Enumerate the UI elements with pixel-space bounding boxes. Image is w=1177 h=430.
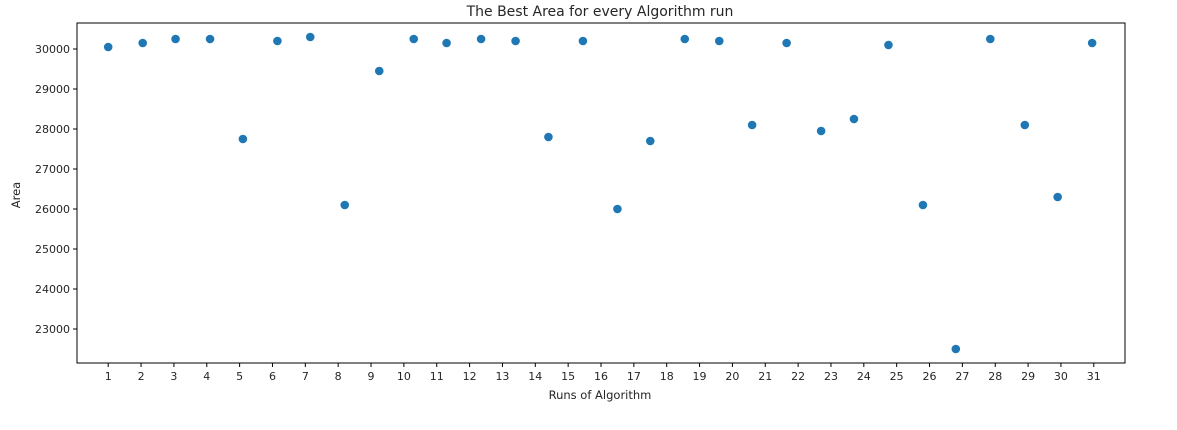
x-tick-label: 12 [463, 370, 477, 383]
x-tick-label: 8 [335, 370, 342, 383]
data-point [884, 40, 893, 50]
data-point [374, 66, 384, 76]
data-point [409, 34, 419, 44]
data-point [171, 34, 180, 44]
x-tick-label: 19 [693, 370, 707, 383]
data-point [305, 32, 315, 42]
data-point [816, 126, 826, 136]
y-tick-label: 25000 [35, 243, 70, 256]
y-axis-label: Area [9, 182, 23, 208]
data-point [238, 134, 248, 144]
x-tick-label: 11 [430, 370, 444, 383]
data-point [986, 34, 995, 44]
y-tick-label: 24000 [35, 283, 70, 296]
data-point [511, 36, 520, 46]
x-tick-label: 27 [955, 370, 969, 383]
x-tick-label: 3 [170, 370, 177, 383]
data-point [1087, 38, 1097, 48]
x-tick-label: 15 [561, 370, 575, 383]
data-point [442, 38, 451, 48]
x-tick-label: 23 [824, 370, 838, 383]
data-point [782, 38, 791, 48]
data-points [103, 32, 1097, 354]
data-point [103, 42, 113, 52]
plot-frame [76, 22, 1126, 364]
data-point [1020, 120, 1030, 130]
data-point [578, 36, 588, 46]
x-tick-label: 22 [791, 370, 805, 383]
x-tick-label: 2 [138, 370, 145, 383]
x-axis-ticks: 1 2 3 4 5 6 7 8 9 10 11 12 13 14 15 16 17 18 19 20 21 22 23 24 2… [105, 363, 1101, 383]
x-tick-label: 28 [988, 370, 1002, 383]
x-tick-label: 9 [368, 370, 375, 383]
x-tick-label: 29 [1021, 370, 1035, 383]
x-tick-label: 20 [725, 370, 739, 383]
x-tick-label: 13 [495, 370, 509, 383]
x-tick-label: 16 [594, 370, 608, 383]
data-point [680, 34, 690, 44]
y-tick-label: 28000 [35, 123, 70, 136]
data-point [714, 36, 724, 46]
x-tick-label: 30 [1054, 370, 1068, 383]
y-tick-label: 27000 [35, 163, 70, 176]
data-point [951, 344, 961, 354]
data-point [613, 204, 622, 214]
x-tick-label: 21 [758, 370, 772, 383]
x-tick-label: 7 [302, 370, 309, 383]
data-point [849, 114, 859, 124]
x-tick-label: 24 [857, 370, 871, 383]
data-point [1053, 192, 1062, 202]
x-tick-label: 4 [203, 370, 210, 383]
x-tick-label: 31 [1087, 370, 1101, 383]
x-tick-label: 1 [105, 370, 112, 383]
y-tick-label: 26000 [35, 203, 70, 216]
data-point [747, 120, 757, 130]
data-point [544, 132, 553, 142]
y-tick-label: 29000 [35, 83, 70, 96]
x-tick-label: 18 [660, 370, 674, 383]
x-tick-label: 10 [397, 370, 411, 383]
x-tick-label: 25 [890, 370, 904, 383]
x-tick-label: 17 [627, 370, 641, 383]
y-tick-label: 30000 [35, 43, 70, 56]
x-axis-label: Runs of Algorithm [549, 388, 652, 402]
data-point [205, 34, 215, 44]
x-tick-label: 6 [269, 370, 276, 383]
x-tick-label: 14 [528, 370, 542, 383]
data-point [273, 36, 282, 46]
chart-title: The Best Area for every Algorithm run [466, 4, 734, 20]
y-axis-ticks: 23000 24000 25000 26000 27000 28000 29000 30000 [35, 43, 77, 336]
data-point [340, 200, 350, 210]
x-tick-label: 26 [923, 370, 937, 383]
data-point [138, 38, 148, 48]
data-point [645, 136, 655, 146]
data-point [476, 34, 486, 44]
y-tick-label: 23000 [35, 323, 70, 336]
x-tick-label: 5 [236, 370, 243, 383]
data-point [918, 200, 928, 210]
